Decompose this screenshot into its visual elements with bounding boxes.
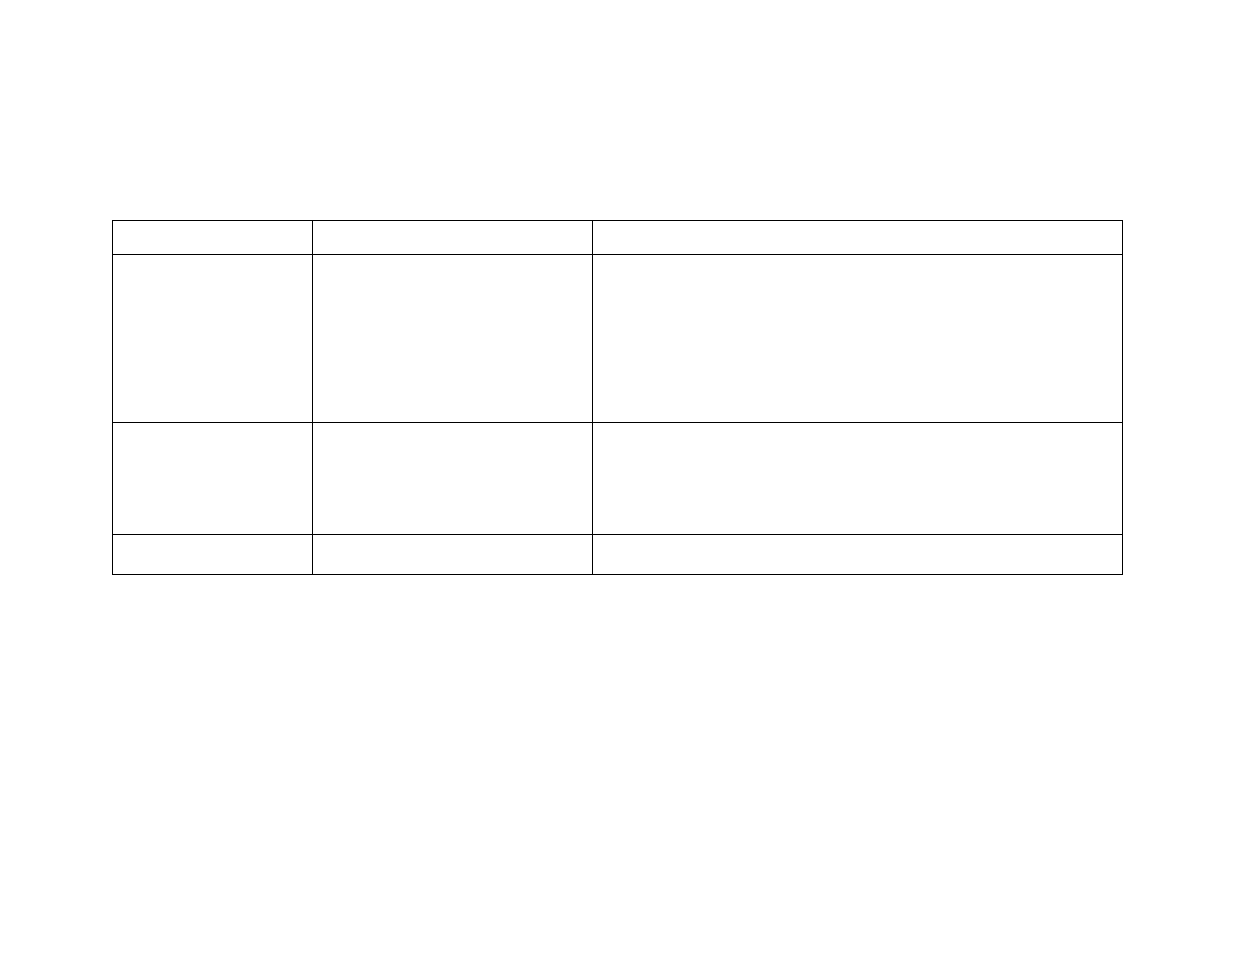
table-cell	[313, 221, 593, 255]
table-cell	[113, 535, 313, 575]
table-body	[113, 221, 1123, 575]
table-cell	[593, 255, 1123, 423]
table-container	[112, 220, 1123, 575]
table-row	[113, 221, 1123, 255]
table-cell	[113, 221, 313, 255]
table-cell	[113, 255, 313, 423]
table-cell	[113, 423, 313, 535]
table-row	[113, 535, 1123, 575]
table-cell	[313, 535, 593, 575]
table-cell	[313, 255, 593, 423]
table-cell	[593, 221, 1123, 255]
table-row	[113, 255, 1123, 423]
table-cell	[313, 423, 593, 535]
table-cell	[593, 535, 1123, 575]
empty-table	[112, 220, 1123, 575]
table-cell	[593, 423, 1123, 535]
table-row	[113, 423, 1123, 535]
